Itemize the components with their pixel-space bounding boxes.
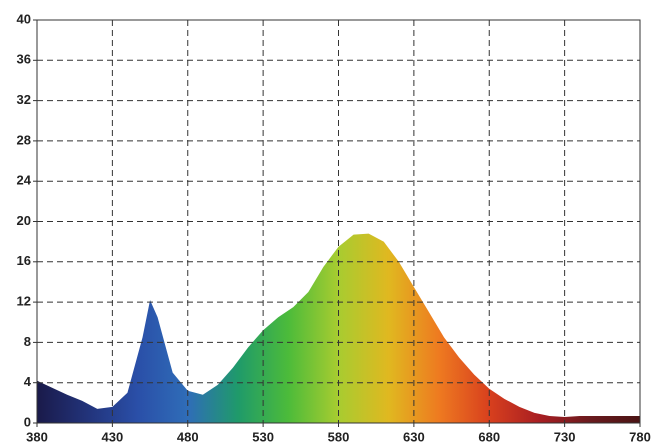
x-tick-label: 680 [478,429,500,444]
spectrum-area [37,233,640,423]
x-tick-label: 780 [629,429,651,444]
x-tick-label: 480 [177,429,199,444]
y-tick-label: 20 [17,213,31,228]
y-tick-label: 16 [17,253,31,268]
x-tick-label: 430 [102,429,124,444]
y-tick-label: 4 [24,374,32,389]
plot-frame [36,19,641,424]
x-tick-label: 730 [554,429,576,444]
x-tick-label: 630 [403,429,425,444]
x-tick-label: 530 [252,429,274,444]
y-tick-label: 12 [17,294,31,309]
y-tick-label: 8 [24,334,31,349]
x-tick-label: 580 [328,429,350,444]
y-tick-label: 28 [17,132,31,147]
y-tick-label: 40 [17,11,31,26]
y-tick-label: 36 [17,52,31,67]
y-tick-label: 32 [17,92,31,107]
x-tick-label: 380 [26,429,48,444]
y-tick-label: 24 [17,173,32,188]
y-tick-label: 0 [24,414,31,429]
